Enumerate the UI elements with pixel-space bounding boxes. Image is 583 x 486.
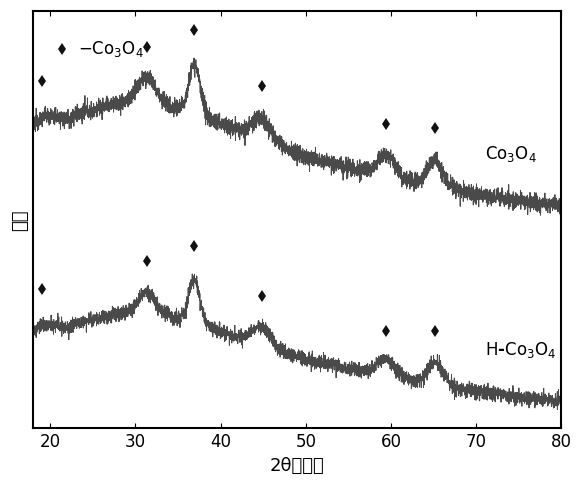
Text: $\mathrm{Co_3O_4}$: $\mathrm{Co_3O_4}$ bbox=[484, 144, 536, 164]
Y-axis label: 强度: 强度 bbox=[11, 209, 29, 230]
X-axis label: 2θ（度）: 2θ（度） bbox=[270, 457, 325, 475]
Text: $-\mathrm{Co_3O_4}$: $-\mathrm{Co_3O_4}$ bbox=[78, 39, 144, 59]
Text: $\mathrm{H}$-$\mathrm{Co_3O_4}$: $\mathrm{H}$-$\mathrm{Co_3O_4}$ bbox=[484, 340, 556, 360]
